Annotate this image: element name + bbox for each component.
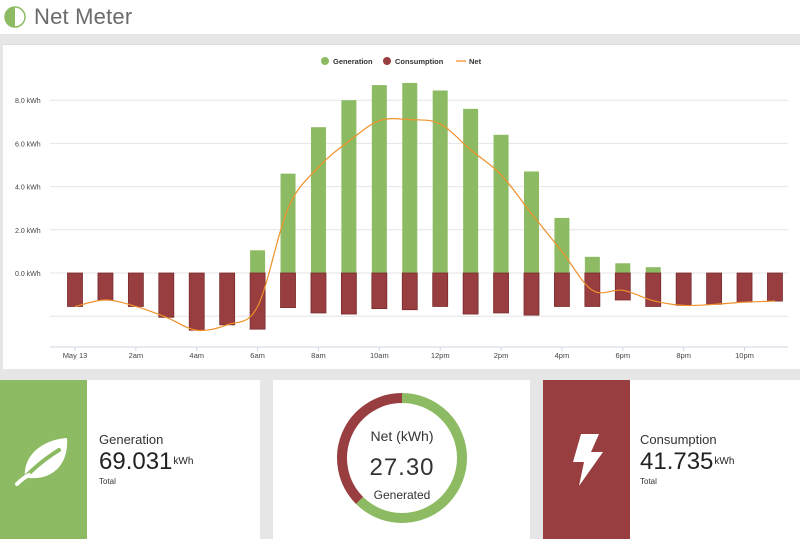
y-tick-label: 4.0 kWh bbox=[15, 185, 41, 192]
generation-label: Generation bbox=[99, 432, 164, 447]
chart-canvas: 8.0 kWh 6.0 kWh 4.0 kWh 2.0 kWh 0.0 kWh May 1… bbox=[15, 57, 788, 360]
x-tick-label: 10pm bbox=[735, 351, 754, 360]
leaf-icon bbox=[14, 437, 67, 486]
x-tick-label: 4pm bbox=[555, 351, 570, 360]
generation-card: Generation 69.031kWh Total bbox=[0, 380, 260, 539]
x-tick-label: 8am bbox=[311, 351, 326, 360]
generation-sub: Total bbox=[99, 477, 116, 486]
generation-bar bbox=[645, 267, 661, 273]
net-label: Net (kWh) bbox=[370, 428, 434, 444]
consumption-bar bbox=[614, 272, 631, 301]
y-tick-label: 2.0 kWh bbox=[15, 228, 41, 235]
y-tick-label: 6.0 kWh bbox=[15, 141, 41, 148]
consumption-icon-box bbox=[543, 380, 630, 539]
generation-bar bbox=[523, 171, 539, 273]
consumption-bar bbox=[462, 272, 479, 315]
page-title: Net Meter bbox=[34, 4, 133, 29]
donut-generation-arc bbox=[401, 393, 467, 523]
consumption-bar bbox=[127, 272, 144, 307]
consumption-text: Consumption 41.735kWh Total bbox=[640, 432, 734, 486]
consumption-bar bbox=[340, 272, 357, 315]
x-tick-label: 10am bbox=[370, 351, 389, 360]
generation-bar bbox=[554, 217, 570, 273]
generation-bar bbox=[463, 108, 479, 273]
consumption-bar bbox=[158, 272, 175, 318]
consumption-bar bbox=[310, 272, 327, 314]
consumption-bar bbox=[523, 272, 540, 316]
net-card: Net (kWh) 27.30 Generated bbox=[273, 380, 530, 539]
generation-bar bbox=[280, 173, 296, 273]
x-tick-label: 12pm bbox=[431, 351, 450, 360]
net-donut bbox=[337, 393, 467, 524]
generation-bar bbox=[371, 85, 387, 273]
legend-label-generation: Generation bbox=[333, 57, 373, 66]
consumption-bar bbox=[645, 272, 662, 307]
x-tick-label: 6am bbox=[250, 351, 265, 360]
lightning-icon bbox=[572, 433, 603, 486]
app-header: Net Meter bbox=[0, 0, 800, 34]
generation-bar bbox=[584, 256, 600, 273]
consumption-bar bbox=[554, 272, 570, 307]
generation-text: Generation 69.031kWh Total bbox=[99, 432, 193, 486]
consumption-bar bbox=[675, 272, 692, 306]
x-tick-label: 2pm bbox=[494, 351, 509, 360]
generation-icon-box bbox=[0, 380, 87, 539]
consumption-card: Consumption 41.735kWh Total bbox=[543, 380, 800, 539]
consumption-bar bbox=[401, 272, 418, 311]
consumption-bar bbox=[432, 272, 449, 307]
consumption-bar bbox=[188, 272, 205, 331]
consumption-bar bbox=[97, 272, 114, 301]
generation-bar bbox=[250, 250, 266, 273]
net-meter-logo-icon bbox=[4, 6, 26, 28]
legend-label-net: Net bbox=[469, 57, 482, 66]
consumption-bar bbox=[371, 272, 388, 310]
generation-value-row: 69.031kWh bbox=[99, 449, 193, 475]
legend-marker-generation bbox=[321, 57, 329, 65]
generation-bar bbox=[310, 127, 326, 273]
x-tick-label: 2am bbox=[129, 351, 144, 360]
consumption-bar bbox=[493, 272, 509, 314]
net-sub: Generated bbox=[373, 488, 431, 502]
net-line bbox=[74, 118, 775, 332]
consumption-label: Consumption bbox=[640, 432, 717, 447]
donut-generation-arc-2 bbox=[356, 496, 403, 523]
generation-bar bbox=[615, 263, 631, 273]
generation-bar bbox=[341, 100, 357, 273]
x-tick-label: May 13 bbox=[63, 351, 88, 360]
y-tick-label: 8.0 kWh bbox=[15, 98, 41, 105]
net-text: Net (kWh) 27.30 Generated bbox=[336, 392, 468, 524]
generation-bar bbox=[493, 134, 509, 273]
legend-marker-consumption bbox=[383, 57, 391, 65]
consumption-sub: Total bbox=[640, 477, 657, 486]
consumption-bar bbox=[280, 272, 296, 308]
consumption-bar bbox=[67, 272, 83, 307]
consumption-bar bbox=[219, 272, 236, 326]
x-tick-label: 8pm bbox=[676, 351, 691, 360]
consumption-value-row: 41.735kWh bbox=[640, 449, 734, 475]
y-tick-label: 0.0 kWh bbox=[15, 271, 41, 278]
legend-label-consumption: Consumption bbox=[395, 57, 444, 66]
x-tick-label: 4am bbox=[189, 351, 204, 360]
consumption-unit: kWh bbox=[714, 456, 735, 467]
donut-consumption-arc bbox=[337, 393, 403, 504]
x-tick-label: 6pm bbox=[615, 351, 630, 360]
net-value: 27.30 bbox=[369, 454, 435, 481]
generation-bar bbox=[432, 90, 448, 273]
consumption-bar bbox=[767, 272, 783, 302]
generation-bar bbox=[402, 82, 418, 273]
consumption-bar bbox=[706, 272, 722, 305]
net-meter-chart: 8.0 kWh 6.0 kWh 4.0 kWh 2.0 kWh 0.0 kWh May 1… bbox=[3, 44, 800, 369]
consumption-value: 41.735 bbox=[640, 448, 714, 475]
consumption-bar bbox=[736, 272, 753, 303]
consumption-bar bbox=[249, 272, 266, 330]
generation-unit: kWh bbox=[173, 456, 194, 467]
generation-value: 69.031 bbox=[99, 448, 173, 475]
